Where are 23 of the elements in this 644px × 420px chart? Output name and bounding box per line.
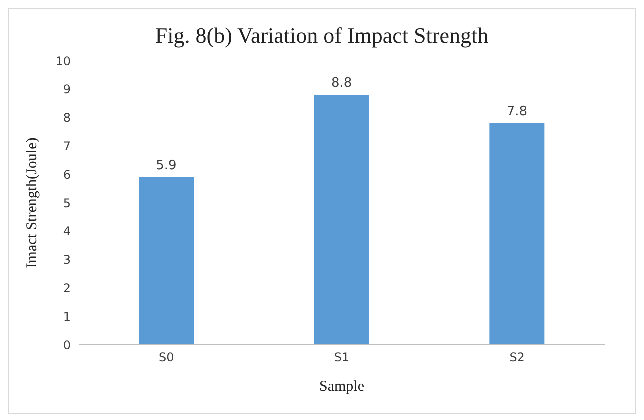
data-label: 8.8 [331,76,352,92]
y-tick-label: 6 [63,168,71,182]
x-tick-label: S0 [159,350,174,365]
bar [490,123,545,345]
bar [314,95,370,345]
y-tick-label: 2 [63,281,71,296]
y-axis-title: Imact Strength(Joule) [24,138,40,268]
y-tick-label: 4 [63,224,71,239]
bar [139,177,194,345]
y-tick-label: 8 [63,111,71,126]
y-tick-label: 7 [63,139,71,154]
chart-title: Fig. 8(b) Variation of Impact Strength [154,23,490,49]
y-tick-label: 10 [56,54,71,68]
y-tick-label: 1 [63,310,71,324]
y-tick-label: 3 [63,253,71,268]
x-tick-label: S1 [334,350,350,365]
data-label: 7.8 [506,104,528,120]
data-label: 5.9 [156,158,177,174]
y-tick-label: 9 [63,82,71,97]
y-tick-label: 5 [63,196,71,210]
x-axis-title: Sample [320,379,365,395]
y-tick-label: 0 [63,338,71,352]
x-tick-label: S2 [510,350,525,365]
